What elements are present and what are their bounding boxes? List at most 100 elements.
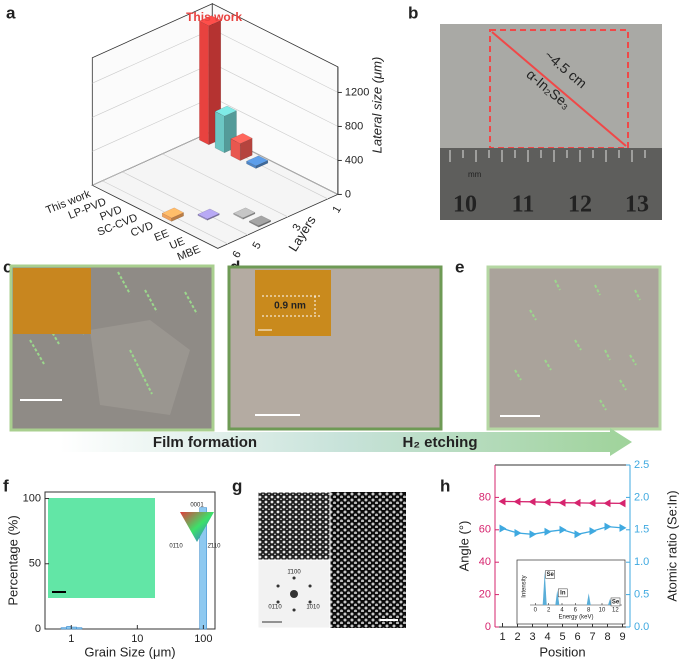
ipf-label: 2̄110 — [208, 544, 222, 550]
x-tick-label: 1 — [499, 631, 505, 643]
histogram-bar — [76, 627, 83, 630]
y-tick-label: 60 — [479, 524, 491, 536]
panel-c: c — [3, 257, 215, 432]
inset-frame — [516, 559, 626, 625]
peak-box — [558, 588, 568, 598]
marker — [513, 497, 521, 506]
axis-label: Percentage (%) — [5, 515, 20, 605]
bar-top — [214, 105, 238, 117]
marker — [528, 497, 536, 506]
bar-front — [214, 110, 225, 154]
arrow — [60, 428, 632, 456]
peak-label: Se — [546, 572, 554, 578]
process-arrow: Film formation H₂ etching — [60, 428, 632, 456]
y2-tick-label: 0.5 — [634, 589, 649, 601]
ruler-number: 13 — [625, 192, 649, 218]
z-tick-label: 800 — [345, 120, 363, 132]
panel-label: b — [408, 3, 418, 22]
axis-label: Grain Size (μm) — [84, 644, 175, 659]
marker — [498, 497, 506, 506]
ruler-number: 11 — [512, 192, 535, 218]
grid-line — [122, 171, 248, 236]
bar-top — [198, 15, 222, 27]
x-tick-label: 6 — [574, 608, 578, 614]
y2-tick-label: 2.0 — [634, 491, 649, 503]
bar-top — [248, 215, 272, 227]
marker — [529, 530, 537, 539]
panel-label: g — [232, 476, 242, 495]
peak — [542, 571, 547, 605]
y2-tick-label: 1.0 — [634, 556, 649, 568]
x-tick-label: 8 — [604, 631, 610, 643]
panel-label: f — [3, 476, 9, 495]
x-tick-label: 6 — [574, 631, 580, 643]
bar-top — [161, 207, 185, 219]
micrograph — [486, 265, 662, 431]
edge-markers — [29, 271, 198, 395]
marker — [514, 529, 522, 537]
layer-tick-label: 3 — [290, 222, 303, 233]
plot-frame — [44, 491, 216, 630]
panel-label: c — [3, 257, 12, 276]
panel-b: b ~4.5 cm α-In₂Se₃ mm 10 11 12 13 — [408, 3, 662, 220]
panel-e: e — [455, 257, 662, 431]
panel-label: h — [440, 476, 450, 495]
panel-d: d 0.9 nm — [227, 257, 443, 431]
axis-label: Position — [539, 644, 585, 659]
y-tick-label: 0 — [485, 621, 491, 633]
x-tick-label: 100 — [194, 633, 212, 645]
ipf-label: 01̄10 — [169, 544, 183, 550]
peak-box — [545, 570, 555, 579]
bar-top — [233, 207, 256, 219]
axis-label: Angle (°) — [456, 521, 471, 572]
ipf-key — [180, 512, 214, 542]
x-tick-label: 1 — [68, 633, 74, 645]
z-tick-label: 1200 — [345, 86, 369, 98]
peak-label: Se — [612, 600, 620, 606]
afm-inset — [13, 268, 91, 334]
bar-top — [245, 155, 269, 167]
y-tick-label: 40 — [479, 556, 491, 568]
marker — [618, 499, 626, 508]
peak-label: In — [560, 590, 566, 596]
marker — [603, 499, 611, 508]
marker — [604, 522, 612, 531]
spot — [290, 590, 298, 598]
axis-label: Layers — [285, 213, 319, 254]
peak — [586, 593, 591, 605]
ipf-label: 0001 — [190, 503, 204, 509]
histogram-bar — [70, 626, 77, 630]
marker — [573, 498, 581, 507]
height-label: 0.9 nm — [274, 301, 306, 312]
marker — [619, 523, 627, 532]
panel-f: f 0001 01̄10 2̄110 1 10 100 0 50 100 Grain Size (… — [3, 476, 221, 659]
ebsd-inset — [48, 498, 155, 598]
panel-label: a — [6, 3, 16, 22]
y-tick-label: 100 — [23, 492, 41, 504]
layer-tick-label: 6 — [230, 249, 243, 260]
x-tick-label: 3 — [529, 631, 535, 643]
z-tick-label: 0 — [345, 188, 351, 200]
peak-box — [610, 597, 621, 607]
x-tick-label: 7 — [589, 631, 595, 643]
category-label: UE — [168, 235, 187, 252]
y-tick-label: 80 — [479, 491, 491, 503]
step-label: Film formation — [153, 434, 257, 451]
y-tick-label: 20 — [479, 589, 491, 601]
marker — [589, 527, 597, 536]
x-tick-label: 4 — [560, 608, 564, 614]
marker — [544, 527, 552, 536]
marker — [543, 498, 551, 507]
x-tick-label: 10 — [599, 608, 606, 614]
layer-tick-label: 1 — [330, 204, 343, 215]
x-tick-label: 0 — [534, 608, 538, 614]
histogram-bar — [60, 627, 67, 630]
bar-front — [199, 20, 210, 146]
x-tick-label: 5 — [559, 631, 565, 643]
annotation: This work — [186, 10, 242, 24]
category-label: EE — [153, 228, 171, 245]
x-tick-label: 10 — [131, 633, 143, 645]
x-tick-label: 4 — [544, 631, 550, 643]
